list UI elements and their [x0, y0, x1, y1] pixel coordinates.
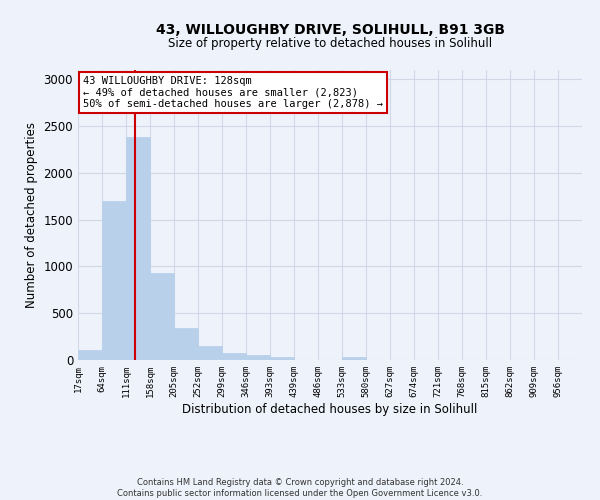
Bar	[126, 138, 150, 360]
Bar	[102, 201, 126, 360]
Text: Size of property relative to detached houses in Solihull: Size of property relative to detached ho…	[168, 38, 492, 51]
Y-axis label: Number of detached properties: Number of detached properties	[25, 122, 38, 308]
Text: Contains HM Land Registry data © Crown copyright and database right 2024.
Contai: Contains HM Land Registry data © Crown c…	[118, 478, 482, 498]
Bar	[150, 273, 174, 360]
Bar	[78, 350, 102, 360]
Bar	[174, 328, 198, 360]
Bar	[270, 357, 294, 360]
Bar	[198, 346, 222, 360]
Bar	[246, 356, 270, 360]
X-axis label: Distribution of detached houses by size in Solihull: Distribution of detached houses by size …	[182, 402, 478, 415]
Bar	[222, 353, 246, 360]
Bar	[342, 357, 366, 360]
Text: 43, WILLOUGHBY DRIVE, SOLIHULL, B91 3GB: 43, WILLOUGHBY DRIVE, SOLIHULL, B91 3GB	[155, 22, 505, 36]
Text: 43 WILLOUGHBY DRIVE: 128sqm
← 49% of detached houses are smaller (2,823)
50% of : 43 WILLOUGHBY DRIVE: 128sqm ← 49% of det…	[83, 76, 383, 109]
